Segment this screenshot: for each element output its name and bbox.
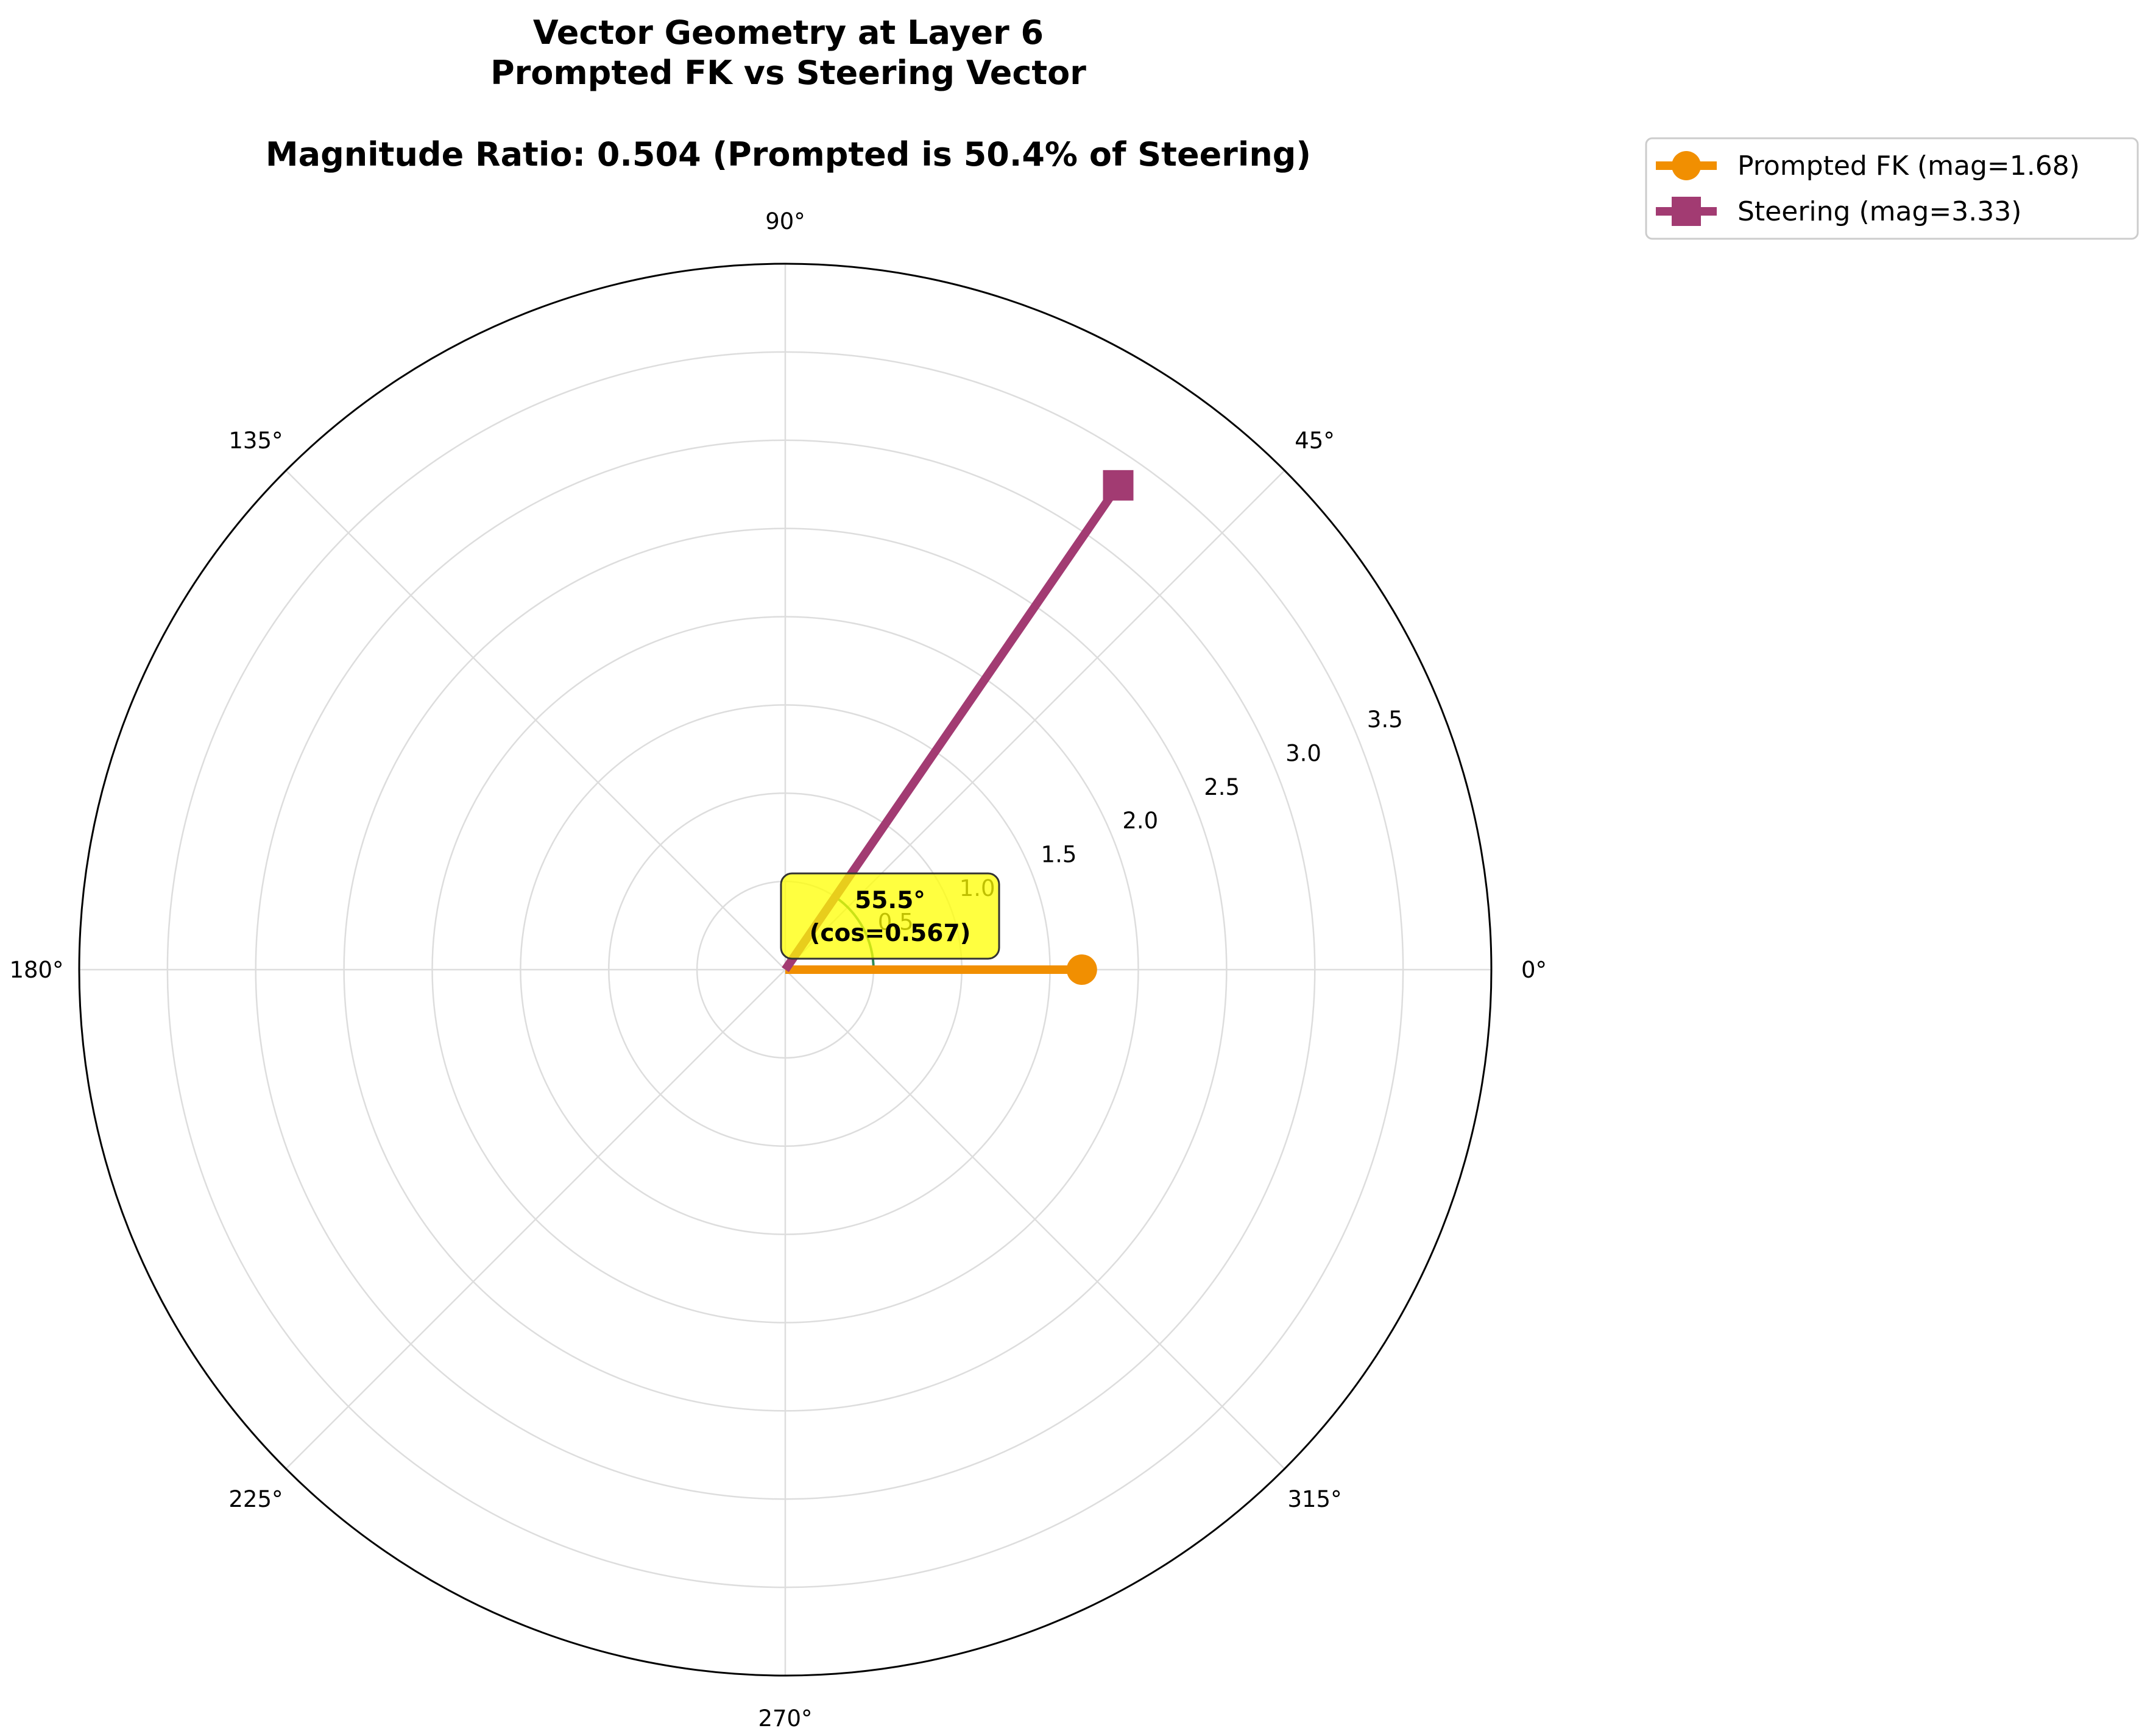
angular-tick-label-1: 45° bbox=[1295, 428, 1335, 454]
angular-tick-label-7: 315° bbox=[1287, 1486, 1341, 1512]
angular-tick-label-4: 180° bbox=[9, 957, 63, 983]
angular-tick-label-6: 270° bbox=[758, 1705, 812, 1731]
annotation-cosine: (cos=0.567) bbox=[810, 920, 971, 947]
angle-annotation: 55.5° (cos=0.567) bbox=[780, 872, 1000, 960]
title-line-2: Prompted FK vs Steering Vector bbox=[490, 54, 1086, 92]
angular-grid-spoke-7 bbox=[785, 969, 1285, 1470]
legend: Prompted FK (mag=1.68) Steering (mag=3.33… bbox=[1645, 137, 2139, 240]
annotation-box bbox=[780, 872, 1000, 960]
prompted-fk-marker bbox=[1066, 954, 1097, 985]
legend-prompted-fk-label: Prompted FK (mag=1.68) bbox=[1737, 150, 2080, 182]
radial-tick-label-4: 2.5 bbox=[1204, 774, 1240, 800]
legend-steering-marker bbox=[1672, 197, 1701, 226]
legend-steering-label: Steering (mag=3.33) bbox=[1737, 196, 2021, 227]
angular-grid-spoke-3 bbox=[285, 470, 786, 970]
polar-frame bbox=[78, 263, 1493, 1677]
radial-tick-label-6: 3.5 bbox=[1367, 707, 1403, 733]
angular-tick-label-5: 225° bbox=[228, 1486, 283, 1512]
chart-title: Vector Geometry at Layer 6 Prompted FK v… bbox=[266, 13, 1311, 174]
radial-tick-label-5: 3.0 bbox=[1285, 740, 1321, 766]
title-line-1: Vector Geometry at Layer 6 bbox=[533, 13, 1044, 52]
radial-tick-label-2: 1.5 bbox=[1041, 842, 1077, 868]
legend-prompted-fk-marker bbox=[1672, 151, 1701, 180]
angular-tick-label-0: 0° bbox=[1521, 957, 1547, 983]
radial-tick-label-3: 2.0 bbox=[1122, 808, 1158, 834]
angular-tick-label-3: 135° bbox=[228, 428, 283, 454]
steering-marker bbox=[1103, 470, 1134, 501]
legend-frame bbox=[1645, 137, 2139, 240]
angular-tick-label-2: 90° bbox=[765, 208, 805, 234]
angular-grid-spoke-5 bbox=[285, 969, 786, 1470]
title-line-4: Magnitude Ratio: 0.504 (Prompted is 50.4… bbox=[266, 135, 1311, 174]
angular-tick-labels: 0° 45° 90° 135° 180° 225° 270° 315° bbox=[9, 208, 1547, 1731]
annotation-angle: 55.5° bbox=[855, 887, 925, 914]
polar-grid bbox=[79, 264, 1491, 1676]
